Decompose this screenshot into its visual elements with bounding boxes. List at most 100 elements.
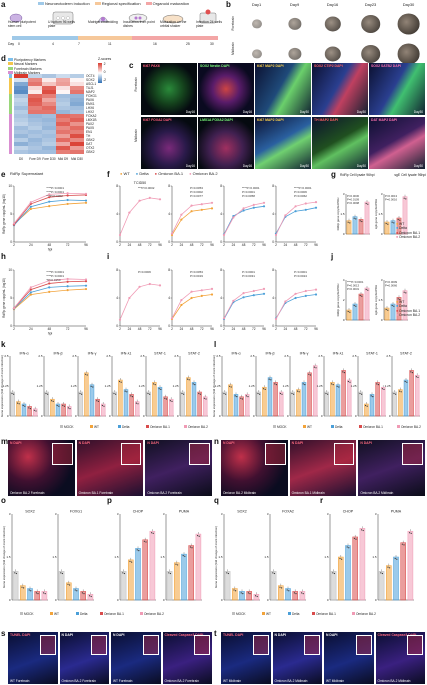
bar: [384, 307, 390, 321]
replicate-dot: [152, 532, 154, 534]
replicate-dot: [43, 592, 45, 594]
bar-chart-title: CHOP: [133, 510, 144, 514]
replicate-dot: [332, 572, 334, 574]
data-point: [274, 317, 278, 321]
bar-chart-title: CHOP: [343, 510, 354, 514]
y-tick-label: 8: [272, 268, 274, 272]
replicate-dot: [401, 543, 403, 545]
bar: [375, 382, 380, 417]
replicate-dot: [348, 547, 350, 549]
replicate-dot: [391, 221, 393, 223]
replicate-dot: [151, 532, 153, 534]
bar: [278, 391, 284, 417]
replicate-dot: [197, 534, 199, 537]
kl-legend-label: Delta: [335, 425, 343, 429]
y-tick-label: 1.25: [139, 384, 145, 388]
bar: [301, 382, 307, 417]
chart-title: TCID50: [134, 181, 146, 185]
kl-legend-label: Omicron BA.2: [188, 425, 208, 429]
legend-neural: Neural Markers: [8, 62, 46, 66]
bar: [27, 588, 33, 601]
if-day-label: Day30: [299, 164, 309, 168]
replicate-dot: [341, 558, 343, 560]
opqr-legend-label: WT: [266, 612, 271, 616]
x-tick-label: 96: [262, 243, 266, 247]
replicate-dot: [205, 398, 207, 400]
y-tick-label: 8: [220, 184, 222, 188]
bar: [84, 372, 89, 417]
panel-t-if: TUNEL DAPI WT Midbrain N DAPI Omicron BA.2 …: [221, 632, 425, 684]
y-tick-label: 0: [381, 318, 383, 322]
heatmap-cell: [14, 110, 28, 114]
replicate-dot: [347, 221, 349, 223]
data-point: [118, 318, 122, 321]
y-axis-label: sgE gene copy/GAPDH: [374, 285, 378, 315]
replicate-dot: [338, 386, 340, 388]
sGrid-tile-0: TUNEL DAPI WT Forebrain: [8, 632, 58, 684]
replicate-dot: [11, 392, 13, 395]
organoid-blob: [324, 16, 341, 32]
x-tick-label: 24: [128, 243, 132, 247]
heatmap-cell: [28, 118, 42, 122]
heatmap-svg: OCT4SOX2ASCL1TUJ1MAP2FOXG1PAX6EMX1LHX6LH…: [9, 74, 97, 161]
y-tick-label: 1.5: [160, 555, 165, 559]
legend-ba1: ● Omicron BA.1: [154, 171, 184, 176]
panel-label-b: b: [226, 0, 231, 9]
heatmap-col-label: Mid D9: [58, 157, 68, 161]
heatmap-cell: [14, 74, 28, 78]
panel-label-i: i: [107, 252, 110, 261]
legend-swatch: [232, 612, 235, 615]
timeline-7: 7: [78, 42, 80, 46]
gene-group-marker: [9, 126, 12, 130]
replicate-dot: [361, 393, 363, 395]
p-value-annotation: P=0.0006: [294, 190, 307, 194]
heatmap-cell: [70, 98, 84, 102]
heatmap-cell: [56, 74, 70, 78]
data-point: [304, 208, 307, 211]
panel-label-p: p: [107, 496, 112, 505]
replicate-dot: [184, 555, 186, 557]
replicate-dot: [89, 595, 91, 597]
replicate-dot: [263, 388, 265, 390]
heatmap-cell: [42, 138, 56, 142]
bar: [335, 384, 341, 417]
data-point: [29, 201, 32, 204]
y-tick-label: 2.5: [386, 354, 391, 358]
y-tick-label: 1.25: [215, 384, 221, 388]
x-tick-label: 96: [84, 327, 88, 331]
replicate-dot: [103, 405, 105, 407]
replicate-dot: [393, 222, 395, 224]
j-legend: ■ WT ■ Delta ■ Omicron BA.1 ■ Omicron BA…: [396, 300, 420, 318]
data-point: [252, 206, 255, 209]
replicate-dot: [383, 388, 385, 390]
replicate-dot: [188, 379, 190, 381]
y-tick-label: 1.5: [324, 555, 329, 559]
replicate-dot: [225, 393, 227, 395]
series-line-delta: [13, 285, 87, 309]
organoid-blob: [251, 49, 262, 59]
replicate-dot: [391, 304, 393, 307]
replicate-dot: [230, 386, 232, 388]
data-point: [84, 280, 88, 283]
bar: [34, 591, 40, 601]
replicate-dot: [381, 572, 383, 575]
replicate-dot: [353, 304, 355, 307]
opqr-charts-svg: 0 1.5 3 SOX2 Gene expression (fold change of…: [2, 510, 414, 616]
heatmap-cell: [56, 94, 70, 98]
y-tick-label: 1.25: [71, 384, 77, 388]
replicate-dot: [33, 409, 36, 411]
heatmap-cell: [70, 90, 84, 94]
y-tick-label: 0: [75, 414, 77, 418]
x-tick-label: 72: [200, 327, 204, 331]
data-point: [242, 207, 245, 210]
bar: [359, 528, 366, 601]
if-stain-label: TH MAP2 DAPI: [314, 118, 338, 122]
heatmap-cell: [70, 118, 84, 122]
bar: [414, 374, 420, 417]
bar: [12, 571, 19, 601]
fluo-stain-label: N DAPI: [147, 441, 159, 445]
replicate-dot: [147, 392, 149, 395]
bar-chart-title: PUMA: [391, 510, 402, 514]
bar: [197, 391, 202, 417]
